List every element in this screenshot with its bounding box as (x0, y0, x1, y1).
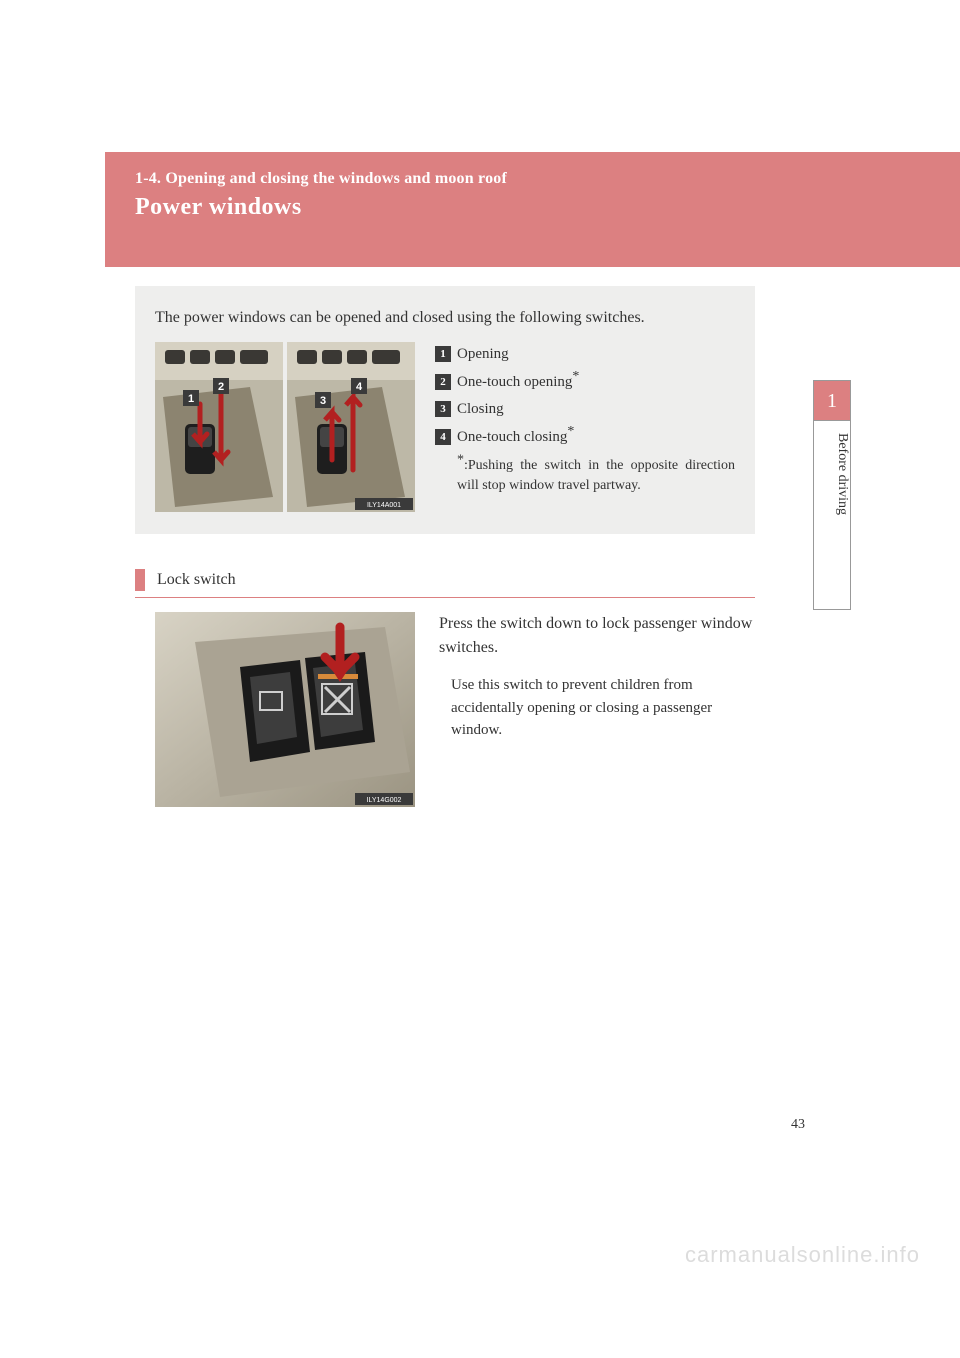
legend-item-4: 4 One-touch closing* (435, 425, 735, 451)
chapter-label: Before driving (814, 421, 850, 527)
svg-text:1: 1 (188, 393, 194, 405)
watermark: carmanualsonline.info (685, 1242, 920, 1268)
svg-text:ILY14A001: ILY14A001 (367, 502, 401, 509)
legend-label-1: Opening (457, 342, 509, 368)
section-header: 1-4. Opening and closing the windows and… (105, 152, 960, 267)
legend-label-4: One-touch closing* (457, 425, 574, 451)
legend-item-3: 3 Closing (435, 397, 735, 423)
heading-accent-bar (135, 569, 145, 591)
legend-footnote: *:Pushing the switch in the opposite dir… (435, 456, 735, 497)
lock-para-2: Use this switch to prevent children from… (439, 674, 755, 742)
lock-switch-heading-text: Lock switch (157, 571, 236, 589)
legend-item-2: 2 One-touch opening* (435, 370, 735, 396)
lock-switch-text: Press the switch down to lock passenger … (439, 612, 755, 807)
intro-box: The power windows can be opened and clos… (135, 286, 755, 534)
figure-row: 1 2 3 4 (155, 342, 735, 512)
num-box-1: 1 (435, 346, 451, 362)
lock-switch-content: ILY14G002 Press the switch down to lock … (155, 612, 755, 807)
lock-para-1: Press the switch down to lock passenger … (439, 612, 755, 660)
lock-switch-figure: ILY14G002 (155, 612, 415, 807)
section-number: 1-4. Opening and closing the windows and… (135, 170, 960, 188)
num-box-3: 3 (435, 401, 451, 417)
lock-switch-heading: Lock switch (135, 569, 755, 598)
section-title: Power windows (135, 194, 960, 221)
legend-label-2: One-touch opening* (457, 370, 579, 396)
window-switch-figure: 1 2 3 4 (155, 342, 415, 512)
page-number: 43 (791, 1117, 805, 1133)
legend-item-1: 1 Opening (435, 342, 735, 368)
side-tab: 1 Before driving (813, 380, 851, 610)
chapter-number: 1 (814, 381, 850, 421)
legend-label-3: Closing (457, 397, 504, 423)
svg-text:2: 2 (218, 381, 224, 393)
svg-text:3: 3 (320, 395, 326, 407)
intro-text: The power windows can be opened and clos… (155, 306, 735, 330)
svg-text:ILY14G002: ILY14G002 (367, 797, 402, 804)
svg-text:4: 4 (356, 381, 363, 393)
legend: 1 Opening 2 One-touch opening* 3 Closing… (435, 342, 735, 512)
num-box-4: 4 (435, 429, 451, 445)
num-box-2: 2 (435, 374, 451, 390)
